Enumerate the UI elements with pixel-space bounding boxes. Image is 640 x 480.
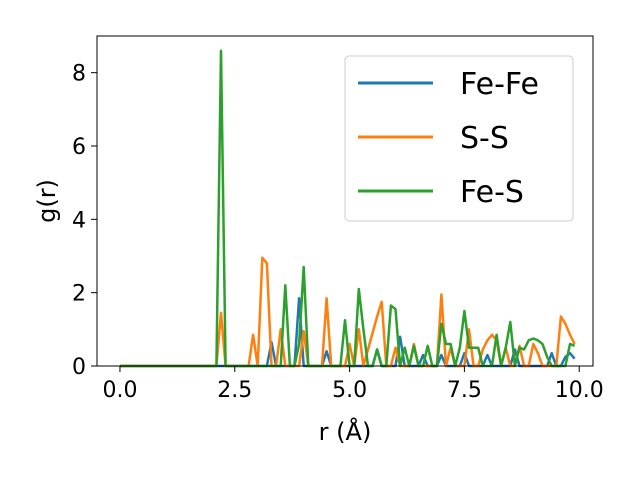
y-tick-label: 0 [72,355,86,380]
x-axis: 0.0 2.5 5.0 7.5 10.0 [102,366,604,403]
y-axis-label: g(r) [33,179,61,223]
legend-label-fe-fe: Fe-Fe [460,67,539,102]
x-tick-label: 7.5 [447,378,482,403]
y-tick-label: 6 [72,135,86,160]
x-tick-label: 10.0 [555,378,604,403]
x-axis-label: r (Å) [319,417,372,446]
x-tick-label: 2.5 [217,378,252,403]
legend-box [344,55,574,222]
y-tick-label: 4 [72,208,86,233]
legend-label-s-s: S-S [460,121,509,156]
plot-frame [96,35,594,367]
y-tick-label: 2 [72,282,86,307]
legend: Fe-Fe S-S Fe-S [344,55,574,222]
legend-label-fe-s: Fe-S [460,175,524,210]
y-tick-label: 8 [72,62,86,87]
y-axis: 0 2 4 6 8 [72,62,97,380]
x-tick-label: 5.0 [332,378,367,403]
x-tick-label: 0.0 [102,378,137,403]
